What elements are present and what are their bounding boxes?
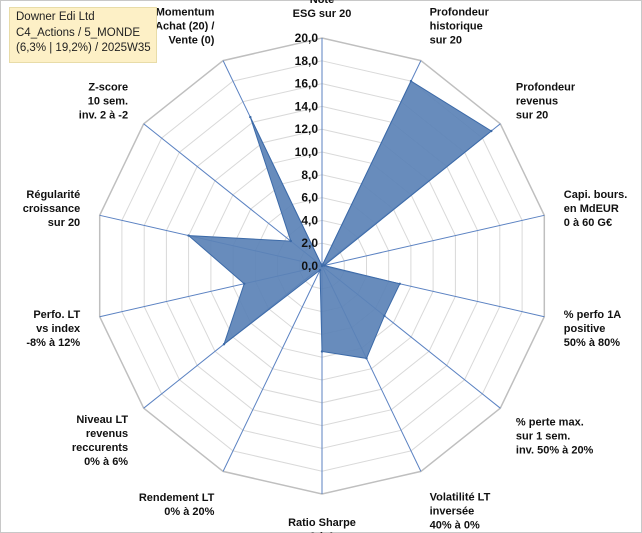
axis-label: Capi. bours. en MdEUR 0 à 60 G€ [564,189,628,229]
tick-label: 12,0 [295,122,319,136]
axis-label: Régularité croissance sur 20 [23,189,80,229]
axis-label: Rendement LT 0% à 20% [139,492,215,518]
axis-label: Niveau LT revenus reccurents 0% à 6% [72,414,129,468]
data-point [323,264,326,267]
tick-label: 14,0 [295,99,319,113]
data-point [320,264,324,268]
data-point [409,79,413,83]
portfolio-category: C4_Actions / 5_MONDE [16,26,140,39]
radial-tick-labels: 0,0 2,0 4,0 6,0 8,0 10,0 12,0 14,0 16,0 18,0 20,0 [295,31,319,273]
tick-label: 2,0 [301,236,318,250]
data-point [383,314,386,317]
company-name: Downer Edi Ltd [16,11,95,23]
info-box: Downer Edi Ltd C4_Actions / 5_MONDE (6,3… [9,7,157,63]
data-point [249,115,252,119]
performance-week: (6,3% | 19,2%) / 2025W35 [16,42,151,54]
axis-label: Perfo. LT vs index -8% à 12% [26,309,81,349]
tick-label: 8,0 [301,168,318,182]
axis-label: Z-score 10 sem. inv. 2 à -2 [79,81,128,121]
data-point [365,357,368,360]
radar-series [187,79,493,360]
data-point [222,343,226,346]
data-point [320,350,324,353]
axis-label: Profondeur revenus sur 20 [516,81,576,121]
data-point [243,282,246,285]
axis-label: % perte max. sur 1 sem. inv. 50% à 20% [516,417,594,457]
data-point [398,282,401,285]
axis-label: Ratio Sharpe0 à 1 [288,517,356,533]
axis-label: % perfo 1A positive 50% à 80% [564,309,622,349]
tick-label: 16,0 [295,77,319,91]
axis-spoke [222,265,323,472]
data-point [318,268,322,272]
axis-label: Note ESG sur 20 [293,0,352,20]
axis-label: Profondeur historique sur 20 [430,7,490,47]
axis-label: Momentum Achat (20) / Vente (0) [155,7,215,47]
axis-spoke [321,214,545,267]
data-point [289,239,292,243]
axis-label: Volatilité LT inversée 40% à 0% [430,491,491,531]
tick-label: 10,0 [295,145,319,159]
axis-labels: Note ESG sur 20 Profondeur historique sur 20… [23,0,628,533]
tick-label: 0,0 [301,259,318,273]
tick-label: 18,0 [295,54,319,68]
tick-label: 6,0 [301,191,318,205]
data-point [490,129,493,133]
tick-label: 20,0 [295,31,319,45]
tick-label: 4,0 [301,213,318,227]
data-point [187,234,190,237]
